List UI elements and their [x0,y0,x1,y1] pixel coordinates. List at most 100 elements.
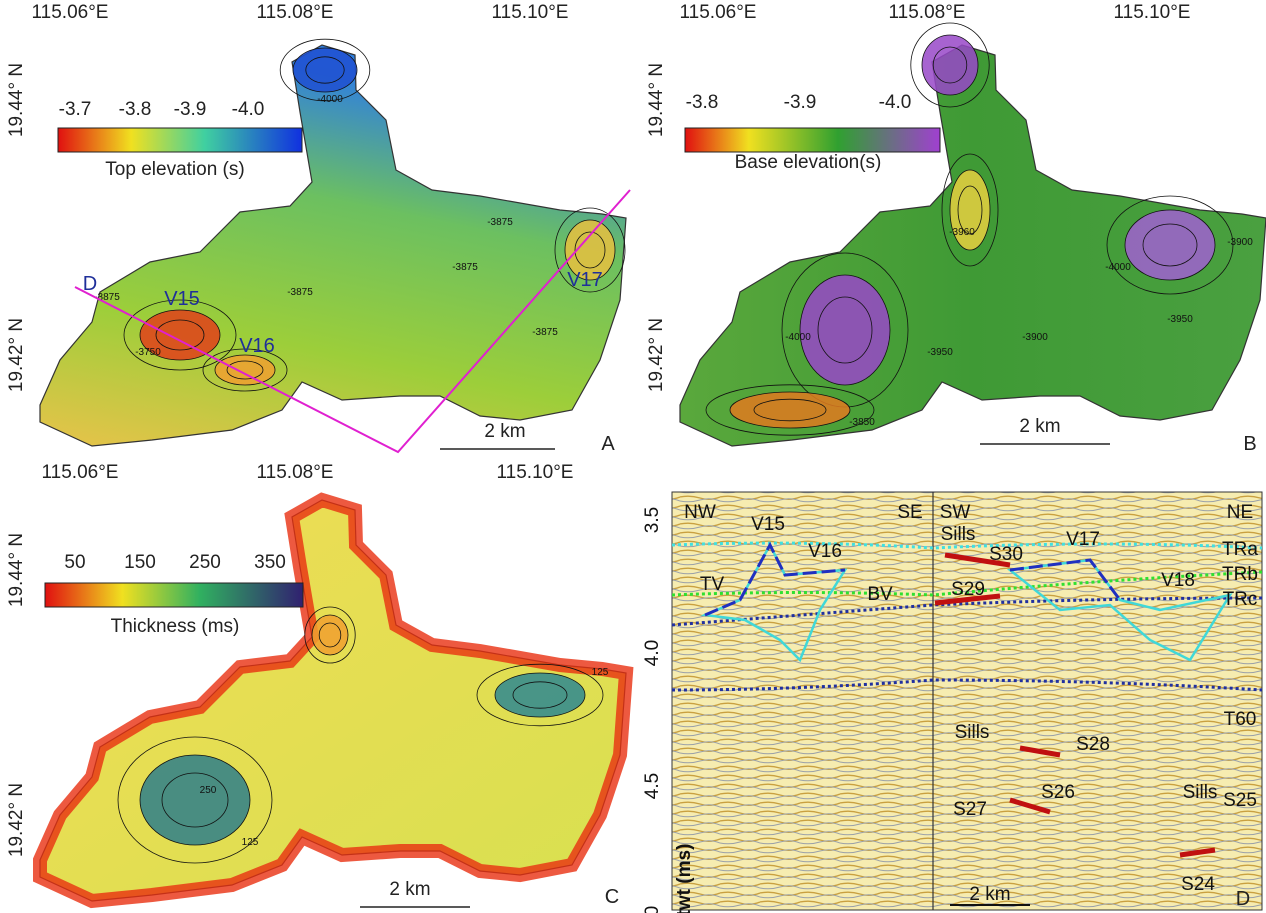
scale-bar-label: 2 km [969,884,1010,905]
annotation: S30 [989,544,1023,565]
latitude-label: 19.42° N [6,318,27,392]
contour-line [292,47,358,93]
contour-label: -3750 [135,347,161,358]
contour-line [1124,209,1216,281]
annotation: S28 [1076,734,1110,755]
contour-line [1106,195,1234,295]
contour-line [304,606,356,664]
y-tick-label: 4.5 [642,773,663,799]
contour-line [921,34,979,96]
y-tick-label: 4.0 [642,640,663,666]
feature-label: D [83,273,97,295]
contour-line [202,348,288,392]
horizon [671,596,1263,627]
seismic-section [671,491,1263,911]
horizon-label: TRc [1223,589,1258,610]
anomaly [730,392,850,428]
anomaly [950,170,990,250]
panel-letter: B [1243,433,1256,455]
sill-reflector [934,593,1001,606]
annotation: S29 [951,579,985,600]
contour-line [554,207,626,293]
annotation: Sills [941,524,976,545]
longitude-label: 115.10°E [1114,2,1191,23]
contour-label: -3850 [849,417,875,428]
contour-label: -3875 [532,327,558,338]
contour-label: -3950 [927,347,953,358]
colorbar-tick-label: -3.9 [784,92,817,113]
y-tick-label: 5.0 [642,906,663,913]
direction-label: NW [684,502,716,523]
colorbar-title: Top elevation (s) [105,159,244,180]
anomaly [495,673,585,717]
latitude-label: 19.44° N [646,63,667,137]
contour-label: -3875 [94,292,120,303]
colorbar-tick-label: 350 [254,552,286,573]
latitude-label: 19.44° N [6,533,27,607]
contour-line [753,398,827,422]
colorbar-title: Base elevation(s) [735,152,882,173]
anomaly [293,48,357,92]
contour-label: -3875 [452,262,478,273]
anomaly [565,220,615,280]
y-axis-label: twt (ms) [674,844,695,913]
longitude-label: 115.06°E [32,2,109,23]
longitude-label: 115.08°E [257,462,334,483]
annotation: S26 [1041,782,1075,803]
horizon-label: TRa [1222,539,1258,560]
contour-line [494,672,586,718]
scale-bar-label: 2 km [1019,416,1060,437]
contour-label: -3950 [1167,314,1193,325]
contour-line [279,38,371,102]
annotation: S24 [1181,874,1215,895]
panel-letter: C [605,886,619,908]
contour-line [476,663,604,727]
anomaly [1125,210,1215,280]
sill-reflector [1009,797,1051,815]
contour-label: -3900 [1022,332,1048,343]
contour-line [574,231,606,269]
contour-label: 125 [242,837,259,848]
contour-line [161,772,229,828]
annotation: V17 [1066,529,1100,550]
contour-line [139,754,251,846]
annotation: V15 [751,514,785,535]
colorbar-tick-label: 250 [189,552,221,573]
contour-line [226,360,264,380]
latitude-label: 19.44° N [6,63,27,137]
volcano-top [704,541,1122,617]
scale-bar-label: 2 km [389,879,430,900]
annotation: TV [700,574,725,595]
anomaly [215,355,275,385]
contour-line [941,153,999,267]
contour-line [729,391,851,429]
contour-label: -3875 [487,217,513,228]
contour-line [564,219,616,281]
contour-label: 250 [200,785,217,796]
colorbar-tick-label: -3.8 [119,99,152,120]
contour-line [139,309,221,361]
map-rim [33,492,634,909]
colorbar-tick-label: 50 [64,552,85,573]
contour-line [155,319,205,351]
horizon-label: T60 [1224,709,1257,730]
map-panel: -3.7 -3.8 -3.9 -4.0 Top elevation (s) 115.06°… [6,2,631,455]
scale-bar-label: 2 km [484,421,525,442]
colorbar [44,582,304,608]
contour-label: -3900 [1227,237,1253,248]
contour-line [305,56,345,84]
annotation: V18 [1161,570,1195,591]
contour-line [799,274,891,386]
contour-line [932,46,968,84]
feature-label: V16 [239,335,275,357]
contour-line [949,169,991,251]
sill-reflector [1179,847,1216,858]
contour-label: -4000 [785,332,811,343]
colorbar [57,127,303,153]
anomaly [140,755,250,845]
anomaly [312,615,348,655]
colorbar-tick-label: -4.0 [879,92,912,113]
longitude-label: 115.08°E [889,2,966,23]
contour-label: -4000 [1105,262,1131,273]
